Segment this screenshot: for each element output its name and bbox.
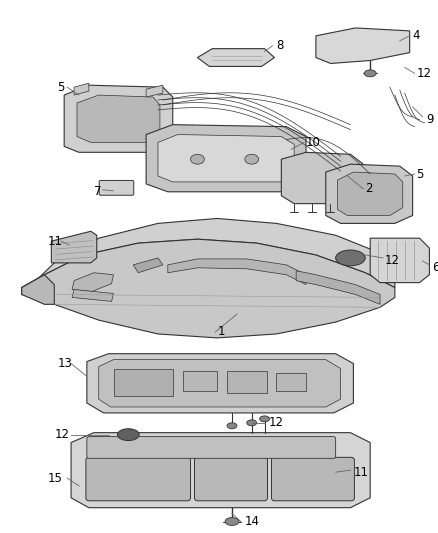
Polygon shape bbox=[296, 271, 379, 304]
Ellipse shape bbox=[244, 154, 258, 164]
Text: 12: 12 bbox=[384, 254, 399, 268]
Ellipse shape bbox=[335, 250, 364, 266]
Polygon shape bbox=[158, 134, 293, 182]
Polygon shape bbox=[315, 28, 409, 63]
Polygon shape bbox=[72, 289, 113, 301]
Polygon shape bbox=[337, 172, 402, 215]
Polygon shape bbox=[87, 354, 353, 413]
Polygon shape bbox=[133, 258, 162, 273]
Ellipse shape bbox=[225, 518, 238, 526]
Polygon shape bbox=[146, 125, 305, 192]
Bar bbox=[226, 372, 266, 393]
Bar bbox=[113, 368, 173, 396]
Bar bbox=[276, 374, 305, 391]
Text: 11: 11 bbox=[353, 466, 367, 479]
Polygon shape bbox=[74, 83, 88, 95]
Polygon shape bbox=[281, 152, 363, 204]
Text: 8: 8 bbox=[276, 39, 283, 52]
Text: 13: 13 bbox=[57, 357, 72, 370]
Text: 5: 5 bbox=[416, 167, 423, 181]
FancyBboxPatch shape bbox=[194, 457, 267, 501]
Bar bbox=[182, 372, 217, 391]
Polygon shape bbox=[71, 433, 369, 508]
Ellipse shape bbox=[364, 70, 375, 77]
Polygon shape bbox=[369, 238, 428, 282]
Polygon shape bbox=[197, 49, 274, 67]
Text: 12: 12 bbox=[416, 67, 431, 80]
Polygon shape bbox=[21, 239, 394, 338]
Polygon shape bbox=[77, 95, 159, 142]
Text: 10: 10 bbox=[305, 136, 320, 149]
Polygon shape bbox=[99, 360, 340, 407]
Text: 6: 6 bbox=[431, 261, 438, 274]
FancyBboxPatch shape bbox=[87, 437, 335, 458]
Text: 5: 5 bbox=[57, 80, 64, 94]
Text: 15: 15 bbox=[47, 472, 62, 484]
Polygon shape bbox=[325, 164, 412, 223]
Text: 12: 12 bbox=[54, 428, 69, 441]
FancyBboxPatch shape bbox=[99, 181, 134, 195]
Text: 14: 14 bbox=[244, 515, 259, 528]
Ellipse shape bbox=[226, 423, 237, 429]
Ellipse shape bbox=[259, 416, 269, 422]
FancyBboxPatch shape bbox=[86, 457, 190, 501]
Ellipse shape bbox=[117, 429, 139, 441]
Text: 11: 11 bbox=[47, 235, 62, 248]
Polygon shape bbox=[51, 231, 96, 263]
Polygon shape bbox=[21, 219, 394, 294]
Ellipse shape bbox=[190, 154, 204, 164]
Text: 12: 12 bbox=[268, 416, 283, 429]
Text: 4: 4 bbox=[412, 29, 419, 42]
Polygon shape bbox=[72, 273, 113, 292]
Polygon shape bbox=[21, 274, 54, 304]
FancyBboxPatch shape bbox=[271, 457, 353, 501]
Polygon shape bbox=[167, 259, 305, 285]
Text: 1: 1 bbox=[217, 326, 224, 338]
Text: 7: 7 bbox=[94, 185, 101, 198]
Text: 2: 2 bbox=[364, 182, 372, 195]
Polygon shape bbox=[146, 85, 162, 97]
Polygon shape bbox=[64, 85, 173, 152]
Text: 9: 9 bbox=[425, 113, 433, 126]
Ellipse shape bbox=[246, 420, 256, 426]
